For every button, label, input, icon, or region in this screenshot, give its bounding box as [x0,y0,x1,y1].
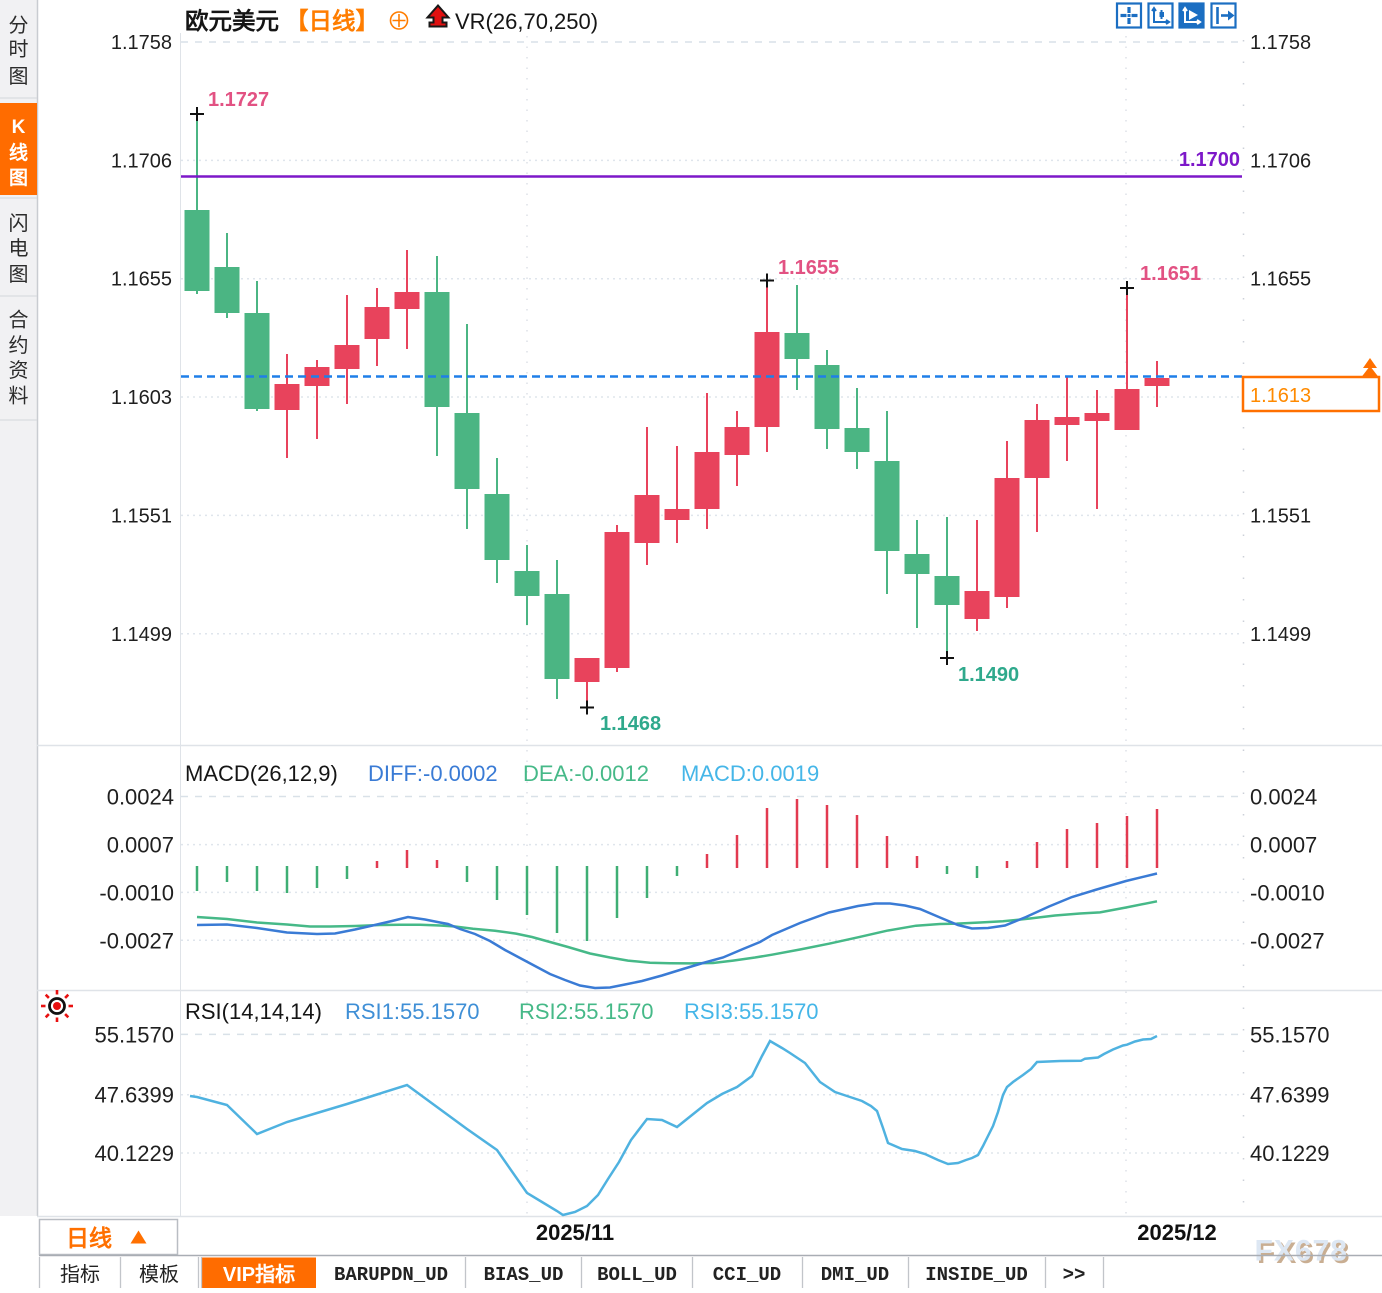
svg-text:1.1613: 1.1613 [1250,385,1311,407]
svg-text:BIAS_UD: BIAS_UD [484,1264,564,1286]
svg-text:指标: 指标 [60,1263,100,1286]
svg-text:1.1490: 1.1490 [958,664,1019,686]
svg-text:1.1706: 1.1706 [111,150,172,172]
svg-text:1.1551: 1.1551 [1250,505,1311,527]
svg-text:BARUPDN_UD: BARUPDN_UD [334,1264,448,1286]
svg-text:RSI(14,14,14): RSI(14,14,14) [185,999,322,1024]
svg-text:分: 分 [9,14,29,37]
svg-text:CCI_UD: CCI_UD [713,1264,781,1286]
svg-text:RSI1:55.1570: RSI1:55.1570 [345,999,480,1024]
svg-text:>>: >> [1063,1264,1086,1286]
svg-text:-0.0010: -0.0010 [1250,880,1325,905]
svg-text:资: 资 [9,359,29,382]
svg-text:DIFF:-0.0002: DIFF:-0.0002 [368,761,498,786]
svg-text:0.0007: 0.0007 [107,833,174,858]
svg-text:1.1551: 1.1551 [111,505,172,527]
svg-text:47.6399: 47.6399 [94,1083,174,1108]
svg-text:0.0024: 0.0024 [107,785,174,810]
svg-text:INSIDE_UD: INSIDE_UD [925,1264,1028,1286]
svg-text:合: 合 [9,309,29,332]
svg-text:0.0024: 0.0024 [1250,785,1317,810]
svg-text:约: 约 [9,334,29,357]
svg-text:VR(26,70,250): VR(26,70,250) [455,9,598,34]
svg-text:1.1499: 1.1499 [111,624,172,646]
svg-text:55.1570: 55.1570 [94,1022,174,1047]
svg-text:1.1758: 1.1758 [111,32,172,54]
svg-text:模板: 模板 [139,1263,179,1286]
svg-text:1.1706: 1.1706 [1250,150,1311,172]
svg-text:欧元美元: 欧元美元 [185,7,279,34]
svg-text:MACD(26,12,9): MACD(26,12,9) [185,761,338,786]
svg-text:-0.0027: -0.0027 [99,928,174,953]
svg-text:FX678: FX678 [1255,1235,1348,1268]
svg-text:0.0007: 0.0007 [1250,833,1317,858]
svg-text:-0.0027: -0.0027 [1250,928,1325,953]
svg-text:55.1570: 55.1570 [1250,1022,1330,1047]
svg-text:时: 时 [9,38,29,61]
svg-text:图: 图 [9,264,29,286]
svg-text:MACD:0.0019: MACD:0.0019 [681,761,819,786]
svg-text:日线: 日线 [66,1225,112,1251]
svg-text:2025/11: 2025/11 [536,1220,614,1245]
svg-text:1.1655: 1.1655 [111,269,172,291]
svg-text:1.1700: 1.1700 [1179,149,1240,171]
svg-text:DEA:-0.0012: DEA:-0.0012 [523,761,649,786]
svg-text:RSI2:55.1570: RSI2:55.1570 [519,999,654,1024]
svg-text:VIP指标: VIP指标 [223,1262,295,1286]
svg-text:线: 线 [9,141,28,164]
svg-text:1.1603: 1.1603 [111,387,172,409]
svg-text:1.1655: 1.1655 [1250,269,1311,291]
svg-text:1.1499: 1.1499 [1250,624,1311,646]
svg-text:1.1727: 1.1727 [208,89,269,111]
svg-text:1.1758: 1.1758 [1250,32,1311,54]
svg-text:K: K [12,117,26,138]
svg-text:图: 图 [9,167,28,189]
svg-text:料: 料 [9,385,29,408]
svg-text:BOLL_UD: BOLL_UD [597,1264,677,1286]
svg-text:RSI3:55.1570: RSI3:55.1570 [684,999,819,1024]
svg-text:图: 图 [9,66,29,88]
svg-text:DMI_UD: DMI_UD [821,1264,889,1286]
svg-text:1.1468: 1.1468 [600,713,661,735]
svg-text:1.1655: 1.1655 [778,257,839,279]
svg-text:电: 电 [9,237,29,260]
svg-text:【日线】: 【日线】 [285,8,379,34]
svg-text:FX678: FX678 [1257,1237,1350,1270]
svg-text:40.1229: 40.1229 [94,1141,174,1166]
svg-text:47.6399: 47.6399 [1250,1083,1330,1108]
svg-text:闪: 闪 [9,212,29,235]
svg-text:-0.0010: -0.0010 [99,880,174,905]
svg-text:1.1651: 1.1651 [1140,263,1201,285]
svg-text:40.1229: 40.1229 [1250,1141,1330,1166]
svg-text:2025/12: 2025/12 [1137,1220,1217,1245]
